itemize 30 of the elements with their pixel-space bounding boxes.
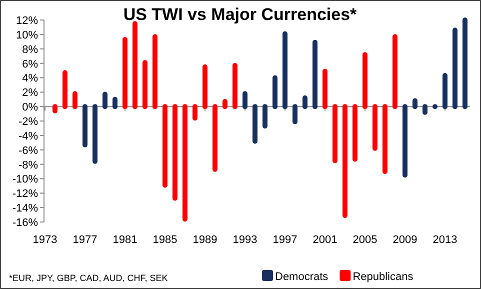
y-tick-label: -8% [18,159,38,172]
legend-label: Democrats [275,271,329,283]
chart-title: US TWI vs Major Currencies* [123,5,358,24]
x-tick-label: 2009 [392,234,418,246]
x-tick-label: 1981 [112,234,138,246]
y-tick-label: 4% [22,72,38,85]
y-tick-label: -2% [18,116,38,128]
y-tick-label: -10% [12,174,38,186]
y-tick-label: 6% [22,58,38,70]
y-tick-label: 10% [16,29,38,42]
x-tick-label: 1985 [152,234,178,246]
x-tick-label: 1973 [32,234,58,246]
x-tick-label: 1977 [72,234,98,246]
x-tick-label: 2013 [432,234,458,246]
y-tick-label: -14% [12,202,38,215]
y-tick-label: 12% [16,15,38,27]
y-tick-label: -12% [12,188,38,200]
y-tick-label: -4% [18,130,38,142]
x-tick-label: 1989 [192,234,218,246]
x-tick-label: 1993 [232,234,258,246]
x-tick-label: 1997 [272,234,298,246]
text: *EUR, JPY, GBP, CAD, AUD, CHF, SEK [9,273,168,283]
x-tick-label: 2001 [312,234,338,246]
y-tick-label: 0% [22,102,38,114]
y-tick-label: -16% [12,217,38,229]
x-tick-label: 2005 [352,234,378,246]
legend-label: Republicans [352,271,414,283]
y-tick-label: 2% [22,87,38,100]
y-tick-label: -6% [18,144,38,157]
y-tick-label: 8% [22,44,38,56]
